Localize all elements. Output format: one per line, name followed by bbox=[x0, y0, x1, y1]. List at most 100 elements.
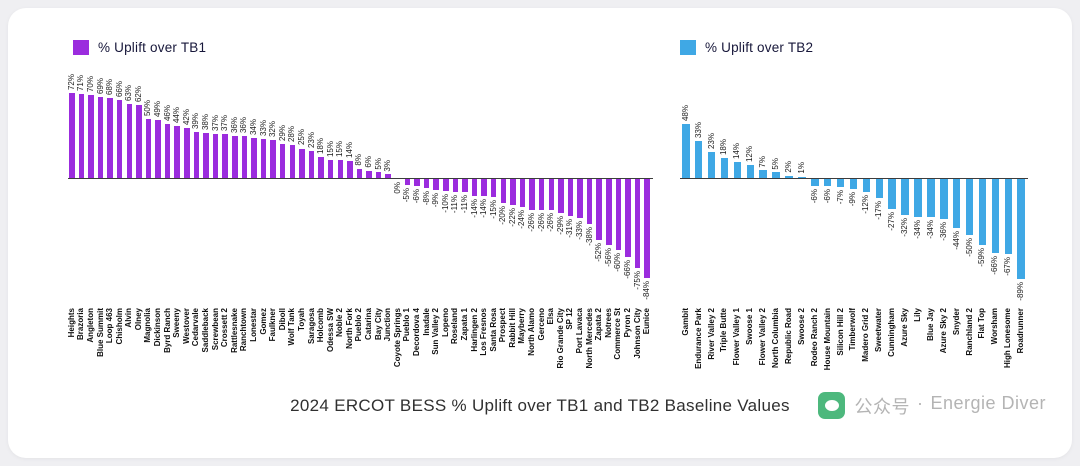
bar-value-label: 3% bbox=[383, 159, 393, 172]
bar bbox=[69, 93, 75, 178]
bar-value-label: 42% bbox=[181, 109, 191, 126]
bar bbox=[270, 140, 276, 178]
bar-category-label: Triple Butte bbox=[719, 308, 729, 353]
bar bbox=[625, 179, 631, 257]
bar-category-label: Rabbit Hill bbox=[507, 308, 517, 348]
bar-value-label: 18% bbox=[316, 137, 326, 154]
bar-category-label: Odessa SW bbox=[325, 308, 335, 353]
chart-title: 2024 ERCOT BESS % Uplift over TB1 and TB… bbox=[290, 396, 790, 415]
bar bbox=[772, 172, 780, 178]
bar bbox=[481, 179, 487, 196]
bar-category-label: Lopeno bbox=[440, 308, 450, 337]
bar bbox=[500, 179, 507, 203]
bar-value-label: -50% bbox=[964, 238, 974, 257]
bar bbox=[914, 179, 922, 218]
bar-category-label: North Mercedes bbox=[584, 308, 594, 369]
bar-category-label: Pueblo 1 bbox=[402, 308, 412, 342]
bar-value-label: -20% bbox=[498, 205, 508, 225]
bar-value-label: 48% bbox=[680, 105, 690, 122]
bar bbox=[927, 179, 935, 218]
bar-category-label: Port Lavaca bbox=[575, 308, 585, 354]
bar-category-label: Sun Valley 2 bbox=[431, 308, 441, 355]
bar-value-label: 37% bbox=[210, 115, 220, 132]
bar-category-label: Swoose 1 bbox=[745, 308, 755, 345]
bar bbox=[88, 95, 94, 178]
bar-value-label: 15% bbox=[325, 141, 335, 158]
bar-value-label: -56% bbox=[603, 248, 613, 267]
bar bbox=[232, 135, 238, 178]
bar bbox=[940, 179, 948, 220]
bar-category-label: Saragosa bbox=[306, 308, 316, 345]
bar-value-label: -66% bbox=[990, 255, 1000, 275]
bar bbox=[184, 128, 190, 178]
bar-category-label: Rodeo Ranch 2 bbox=[809, 308, 819, 367]
bar-value-label: -26% bbox=[546, 212, 556, 232]
watermark-text: 公众号 · Energie Diver bbox=[854, 393, 1046, 419]
bar-value-label: 33% bbox=[693, 122, 703, 139]
bar-value-label: 34% bbox=[248, 118, 258, 135]
bar bbox=[145, 119, 152, 178]
bar-category-label: Los Fresnos bbox=[479, 308, 489, 356]
bar-value-label: -9% bbox=[431, 192, 441, 207]
bar-category-label: Zapata 2 bbox=[594, 308, 604, 341]
bar-category-label: Rattlesnake bbox=[229, 308, 239, 353]
bar bbox=[538, 179, 545, 210]
bar-category-label: Notrees bbox=[603, 308, 613, 338]
bar bbox=[337, 160, 344, 178]
bar-value-label: -34% bbox=[912, 220, 922, 239]
bar bbox=[644, 179, 650, 279]
bar-value-label: 63% bbox=[124, 84, 134, 101]
bar-chart-tb1: 72% Heights 71% Brazoria 70% Angleton 69% Blue … bbox=[67, 63, 653, 368]
bar-value-label: 5% bbox=[771, 157, 781, 170]
bar-value-label: 69% bbox=[95, 77, 105, 94]
bar-value-label: -52% bbox=[594, 243, 604, 263]
bar-value-label: 23% bbox=[706, 133, 716, 150]
bar-category-label: Loop 463 bbox=[105, 308, 115, 344]
bar bbox=[443, 179, 449, 191]
bar bbox=[811, 179, 819, 186]
bar-value-label: 28% bbox=[287, 125, 297, 142]
bar-category-label: Azure Sky 2 bbox=[938, 308, 948, 354]
bar-category-label: House Mountain bbox=[822, 308, 832, 371]
bar bbox=[720, 157, 729, 178]
bar bbox=[1004, 179, 1012, 255]
bar-value-label: 44% bbox=[172, 107, 182, 124]
bar-category-label: Worsham bbox=[990, 308, 1000, 345]
bar-category-label: SP 12 bbox=[565, 308, 575, 330]
bar-category-label: Santa Rosa bbox=[488, 308, 498, 352]
bar bbox=[97, 96, 104, 178]
bar bbox=[174, 126, 180, 178]
bar-category-label: Timberwolf bbox=[848, 308, 858, 351]
chart-card: % Uplift over TB1 % Uplift over TB2 72% H… bbox=[8, 8, 1072, 458]
legend-swatch-tb2 bbox=[680, 40, 696, 55]
bar-category-label: Madero Grid 2 bbox=[861, 308, 871, 362]
bar-value-label: -11% bbox=[459, 194, 469, 214]
bar-value-label: -27% bbox=[887, 212, 897, 231]
bar bbox=[978, 179, 987, 246]
bar-value-label: 50% bbox=[143, 99, 153, 116]
bar bbox=[785, 175, 793, 178]
legend-label-tb2: % Uplift over TB2 bbox=[705, 40, 814, 55]
bar-value-label: 68% bbox=[105, 78, 115, 95]
legend-label-tb1: % Uplift over TB1 bbox=[98, 40, 207, 55]
bar-value-label: -24% bbox=[517, 210, 527, 229]
bar bbox=[577, 179, 583, 218]
bar-value-label: 7% bbox=[758, 155, 768, 168]
bar bbox=[567, 179, 574, 216]
bar bbox=[404, 179, 411, 185]
bar bbox=[606, 179, 612, 246]
bar-category-label: Republic Road bbox=[783, 308, 793, 365]
bar-category-label: Gambit bbox=[680, 308, 690, 336]
bar-value-label: 8% bbox=[354, 154, 364, 166]
bar bbox=[798, 176, 806, 178]
bar-value-label: -66% bbox=[622, 259, 632, 279]
bar-category-label: Angleton bbox=[85, 308, 95, 343]
bar-value-label: -59% bbox=[977, 248, 987, 267]
bar-category-label: Diboll bbox=[277, 308, 287, 331]
bar bbox=[634, 179, 641, 268]
bar-value-label: -26% bbox=[536, 212, 546, 232]
bar-category-label: Eunice bbox=[642, 308, 652, 335]
bar bbox=[707, 152, 716, 178]
bar-category-label: Lonestar bbox=[248, 308, 258, 342]
bar-value-label: -7% bbox=[835, 189, 845, 205]
